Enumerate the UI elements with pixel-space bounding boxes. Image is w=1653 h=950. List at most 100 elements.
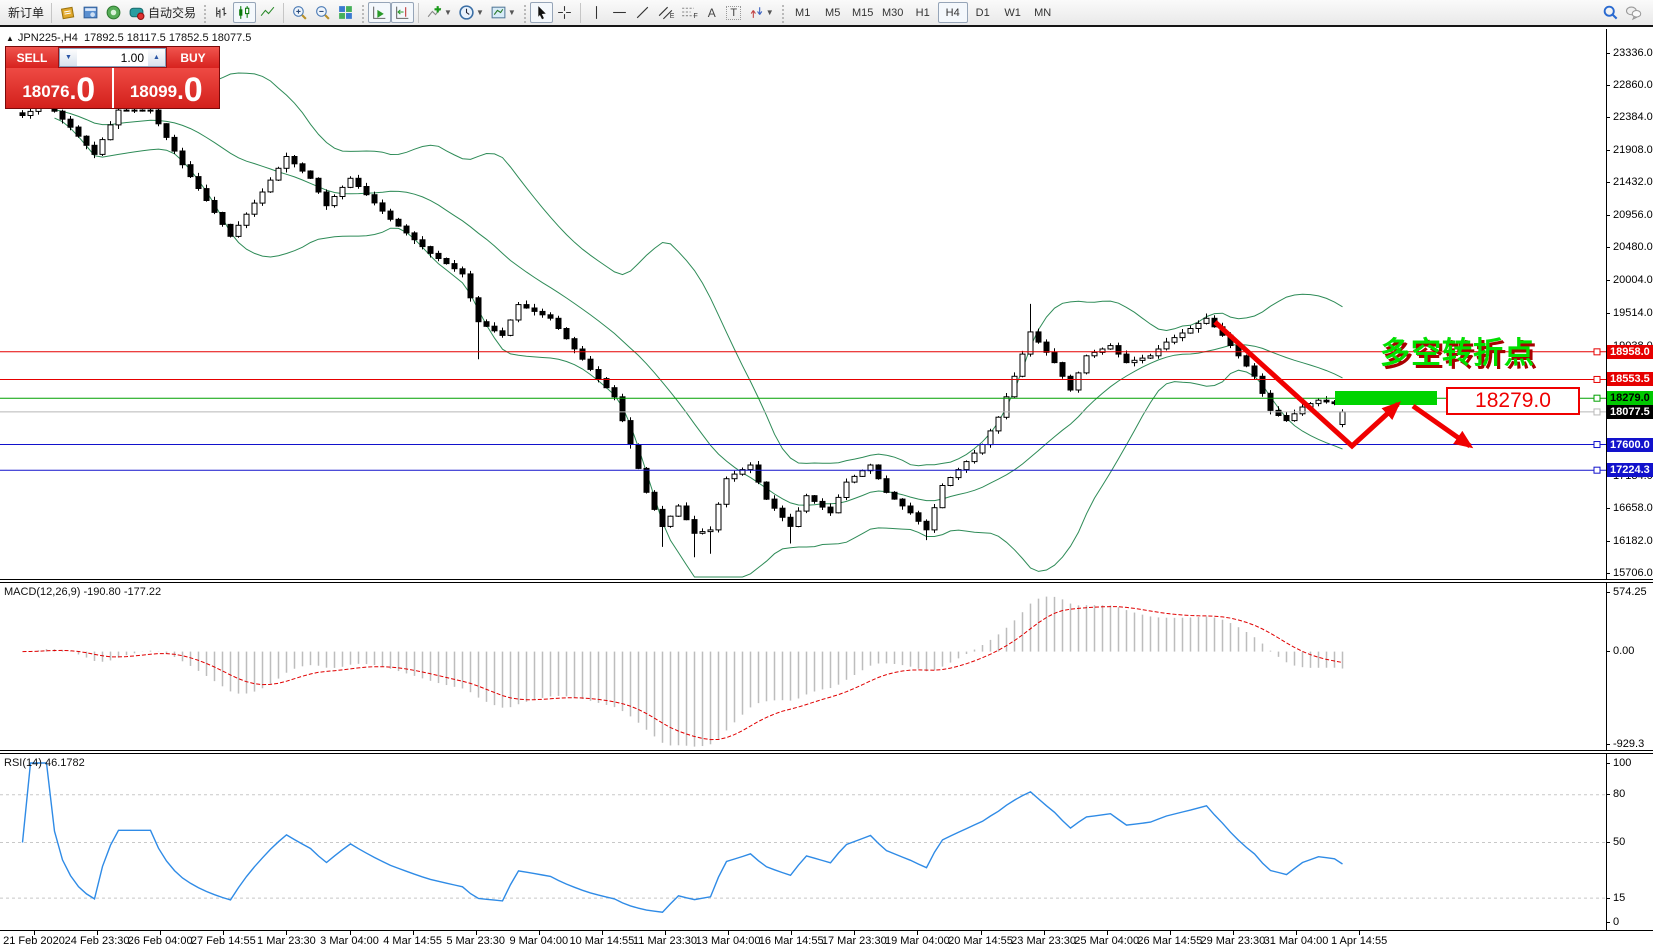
timeframe-mn[interactable]: MN [1034,6,1052,19]
text-tool-button[interactable]: A [701,2,723,23]
vertical-line-tool-button[interactable] [585,2,608,23]
toolbar-grip[interactable] [521,2,527,23]
autotrading-button[interactable]: 自动交易 [125,2,199,23]
price-callout-textbox[interactable]: 18279.0 [1446,387,1580,415]
toolbar-grip[interactable] [779,2,785,23]
sell-price-main: 18076 [22,82,70,101]
timeframe-m30[interactable]: M30 [881,6,904,19]
trendline-tool-button[interactable] [631,2,654,23]
toolbar-grip[interactable] [202,2,208,23]
panel-splitter[interactable] [0,750,1653,754]
trend-arrows[interactable] [1213,320,1474,450]
trendline-icon [636,6,648,19]
text-label-tool-button[interactable]: T [723,2,745,23]
volume-stepper: ▼ ▲ [59,48,166,67]
market-watch-button[interactable] [56,2,79,23]
zoom-out-button[interactable] [311,2,334,23]
horizontal-level-lines [0,348,1606,474]
dropdown-caret-icon: ▼ [765,8,774,17]
sell-button[interactable]: SELL [6,47,58,68]
chat-bubbles-icon [1625,6,1642,21]
timeframe-d1[interactable]: D1 [975,6,990,19]
periods-button[interactable]: ▼ [455,2,487,23]
buy-button[interactable]: BUY [167,47,219,68]
cursor-button[interactable] [529,2,553,23]
timeframe-m1[interactable]: M1 [795,6,811,19]
fibonacci-tool-button[interactable]: F [677,2,700,23]
rsi-tick-mark [1606,842,1610,843]
timeframe-m5[interactable]: M5 [825,6,841,19]
date-tick-mark [601,931,603,935]
new-order-button[interactable]: 新订单 [2,2,47,23]
price-tick-mark [1606,247,1610,249]
data-window-button[interactable] [79,2,102,23]
search-button[interactable] [1599,2,1622,23]
price-line-label: 17224.3 [1607,463,1653,478]
date-tick-mark [1232,931,1234,935]
volume-input[interactable] [77,49,148,66]
chart-shift-button[interactable] [391,2,415,23]
chart-shift-icon [396,6,409,19]
timeframe-h1[interactable]: H1 [915,6,930,19]
bollinger-bands [54,72,1343,578]
rsi-tick-mark [1606,897,1610,899]
rsi-canvas[interactable] [0,754,1653,930]
templates-button[interactable]: ▼ [487,2,519,23]
zoom-in-icon [293,6,307,20]
macd-canvas[interactable] [0,583,1653,750]
indicators-button[interactable]: ▼ [423,2,455,23]
date-tick-mark [1359,931,1361,935]
zoom-out-icon [316,6,330,20]
timeframe-w1[interactable]: W1 [1004,6,1021,19]
price-chart-canvas[interactable] [0,29,1653,579]
line-chart-button[interactable] [256,2,279,23]
date-label: 10 Mar 14:55 [569,935,635,947]
sell-price[interactable]: 18076. 0 [6,68,112,108]
toolbar-separator [283,2,285,23]
toolbar-grip[interactable] [360,2,366,23]
zoom-in-button[interactable] [288,2,311,23]
channel-tool-button[interactable]: E [654,2,678,23]
price-tick-label: 19514.0 [1613,307,1653,320]
rsi-line [21,762,1343,913]
navigator-button[interactable] [102,2,125,23]
rsi-label: RSI(14) 46.1782 [4,757,85,769]
auto-scroll-button[interactable] [368,2,392,23]
date-label: 5 Mar 23:30 [446,935,506,947]
turning-point-annotation[interactable]: 多空转折点 [1380,337,1535,370]
toolbar-right-group [1599,2,1645,23]
timeframe-m15[interactable]: M15 [851,6,874,19]
sell-price-separator: . [69,78,77,105]
rsi-value: 46.1782 [44,757,85,769]
macd-tick-mark [1606,591,1610,593]
rsi-panel[interactable]: RSI(14) 46.1782 100 80 50 15 0 [0,754,1653,930]
candlestick-chart-button[interactable] [233,2,257,23]
candlestick-chart-icon [239,6,250,19]
panel-splitter[interactable] [0,579,1653,583]
volume-increase-button[interactable]: ▲ [148,49,165,66]
navigator-icon [106,5,121,20]
date-tick-mark [1043,931,1045,935]
bar-chart-button[interactable] [210,2,233,23]
tile-windows-button[interactable] [334,2,357,23]
green-highlight-rectangle[interactable] [1335,391,1437,405]
macd-label: MACD(12,26,9) -190.80 -177.22 [4,586,161,598]
crosshair-button[interactable] [553,2,576,23]
date-axis[interactable]: 21 Feb 2020 24 Feb 23:30 26 Feb 04:00 27 Fe… [0,930,1653,950]
volume-decrease-button[interactable]: ▼ [60,49,77,66]
price-tick-mark [1606,117,1610,119]
date-label: 26 Mar 14:55 [1137,935,1203,947]
community-chat-button[interactable] [1622,2,1645,23]
arrows-tool-button[interactable]: ▼ [745,2,777,23]
buy-price[interactable]: 18099. 0 [111,68,219,108]
price-tick-mark [1606,313,1610,315]
macd-panel[interactable]: MACD(12,26,9) -190.80 -177.22 574.25 0.00… [0,583,1653,750]
horizontal-line-icon [612,11,626,14]
collapse-trade-panel-icon[interactable]: ▲ [6,34,14,43]
dropdown-caret-icon: ▼ [507,8,516,17]
main-chart-panel[interactable]: ▲ JPN225-,H4 17892.5 18117.5 17852.5 1807… [0,29,1653,579]
horizontal-line-tool-button[interactable] [608,2,631,23]
ohlc-low: 17852.5 [168,32,209,44]
timeframe-h4[interactable]: H4 [937,2,968,23]
auto-scroll-icon [373,6,386,19]
